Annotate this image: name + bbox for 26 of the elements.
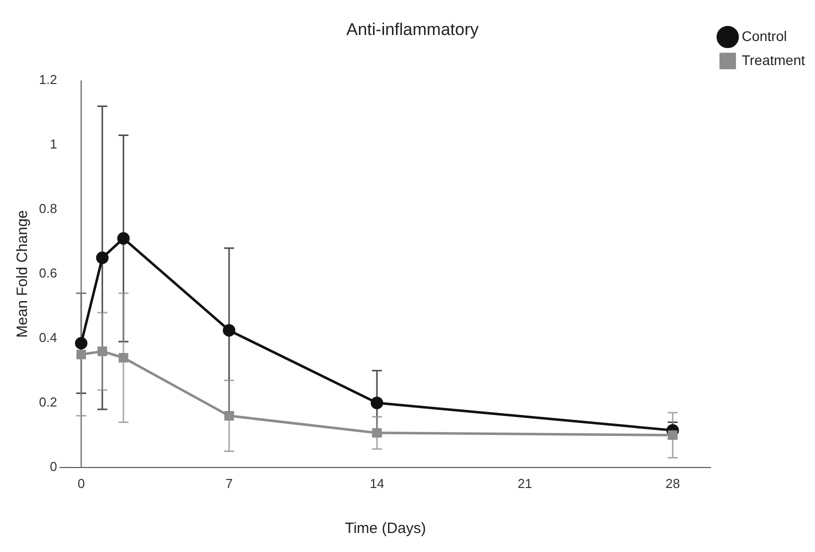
point [98,346,108,356]
point [117,232,130,245]
x-tick-label: 21 [518,476,532,491]
point [96,252,109,264]
point [118,352,128,363]
y-tick-label: 0.2 [38,394,58,410]
point [224,411,234,421]
x-axis-title: Time (Days) [344,520,426,538]
y-tick-label: 0.4 [38,330,58,345]
legend-label: Control [742,28,787,44]
legend-label: Treatment [742,52,806,68]
y-tick-label: 1 [50,136,58,152]
x-tick-label: 7 [225,476,233,491]
y-tick-label: 1.2 [38,72,58,87]
point [372,428,382,438]
x-tick-label: 28 [665,476,680,491]
point [370,396,384,410]
x-tick-label: 0 [78,476,85,491]
point [222,324,236,337]
y-tick-label: 0.8 [38,200,58,216]
y-tick-label: 0 [50,458,58,474]
y-axis-title: Mean Fold Change [14,210,32,338]
x-tick-label: 14 [370,476,384,491]
y-tick-label: 0.6 [38,265,58,280]
point [668,430,678,440]
chart-title: Anti-inflammatory [346,20,480,39]
